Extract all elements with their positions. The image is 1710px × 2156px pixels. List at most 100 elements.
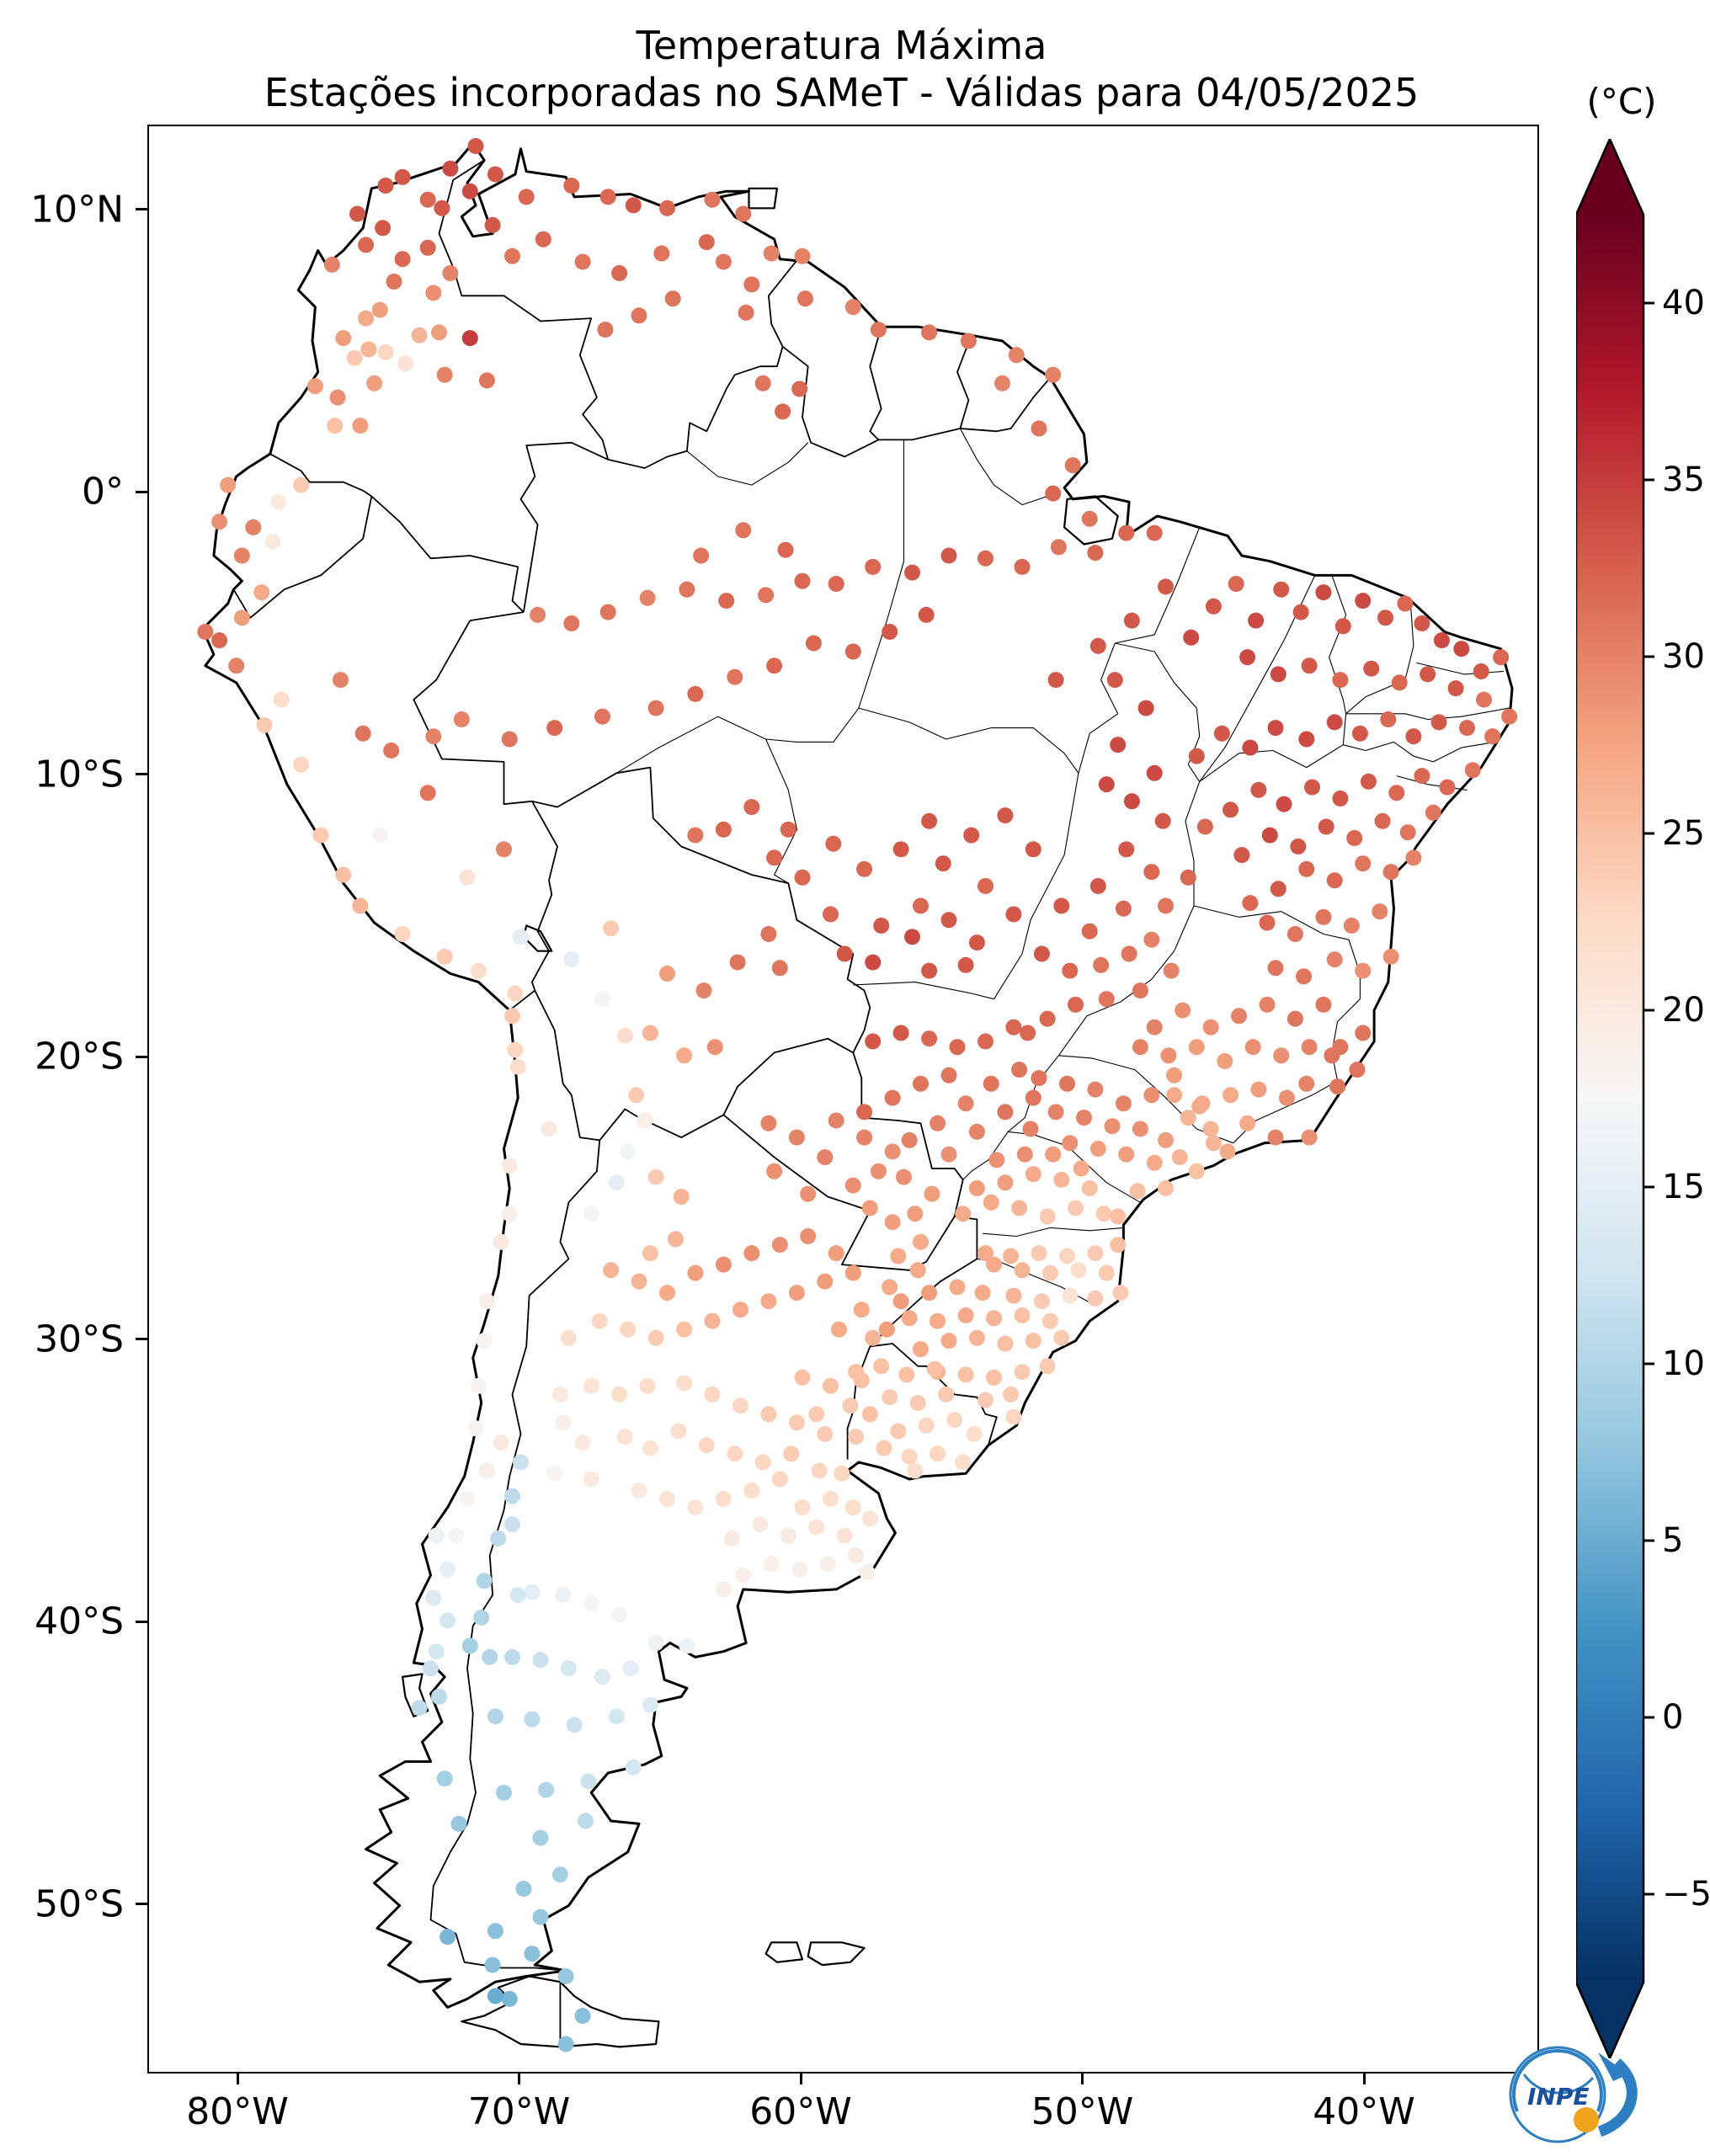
station-point	[1355, 855, 1372, 872]
station-point	[1123, 793, 1140, 810]
station-point	[1166, 1087, 1183, 1104]
station-point	[727, 668, 743, 685]
station-point	[763, 1556, 780, 1573]
station-point	[509, 1058, 526, 1075]
station-point	[676, 1047, 693, 1064]
inpe-logo: INPE	[1509, 2046, 1638, 2143]
colorbar-tick-label: 20	[1662, 991, 1705, 1030]
station-point	[293, 756, 310, 773]
station-point	[583, 1471, 599, 1488]
station-point	[524, 1711, 541, 1727]
station-point	[431, 324, 447, 341]
station-point	[870, 322, 887, 338]
station-point	[704, 1386, 721, 1403]
station-point	[616, 1027, 633, 1044]
station-point	[467, 138, 484, 154]
title-line-2: Estações incorporadas no SAMeT - Válidas…	[264, 70, 1420, 116]
station-point	[865, 954, 882, 971]
station-point	[907, 1206, 924, 1222]
station-point	[1016, 1146, 1033, 1163]
station-point	[574, 253, 591, 270]
station-point	[524, 1946, 541, 1962]
station-point	[844, 1264, 861, 1281]
station-point	[1059, 1075, 1075, 1092]
station-point	[383, 743, 400, 759]
station-point	[780, 1527, 796, 1544]
station-point	[957, 1095, 974, 1112]
colorbar-tick-label: 35	[1662, 460, 1705, 499]
station-point	[918, 1417, 935, 1434]
border-path	[519, 441, 609, 613]
station-point	[1011, 1200, 1028, 1216]
station-point	[957, 1307, 974, 1323]
colorbar	[1576, 139, 1654, 2058]
border-path	[1078, 642, 1119, 774]
station-point	[706, 1039, 723, 1056]
station-point	[1298, 860, 1315, 877]
station-point	[752, 1516, 769, 1533]
station-point	[327, 418, 344, 434]
station-point	[763, 245, 780, 262]
station-point	[647, 1635, 664, 1652]
station-point	[622, 1660, 639, 1677]
station-point	[704, 1312, 721, 1329]
station-point	[687, 1264, 704, 1281]
station-point	[743, 1245, 760, 1262]
station-point	[1087, 1081, 1104, 1098]
station-point	[532, 1829, 549, 1846]
station-point	[1286, 1010, 1303, 1027]
station-point	[518, 189, 535, 205]
station-point	[1110, 737, 1127, 753]
station-point	[1217, 1053, 1233, 1069]
station-point	[1089, 878, 1106, 894]
station-point	[1112, 1285, 1129, 1302]
station-point	[583, 1206, 599, 1222]
station-point	[515, 1881, 532, 1897]
station-point	[957, 1366, 974, 1383]
station-point	[439, 1612, 456, 1629]
border-path	[858, 707, 1079, 774]
x-tick-label: 60°W	[749, 2090, 852, 2133]
station-point	[535, 231, 551, 248]
station-point	[811, 1462, 828, 1479]
station-point	[1062, 1287, 1079, 1304]
station-point	[921, 962, 938, 979]
station-point	[1005, 1287, 1022, 1304]
station-point	[892, 841, 909, 858]
station-point	[735, 1567, 752, 1584]
figure-title: Temperatura Máxima Estações incorporadas…	[147, 22, 1536, 116]
station-point	[197, 624, 214, 640]
station-point	[844, 299, 861, 316]
colorbar-tick-label: 30	[1662, 637, 1705, 676]
station-point	[968, 934, 985, 951]
station-point	[1267, 720, 1284, 737]
station-point	[1033, 1293, 1050, 1310]
station-point	[901, 1448, 918, 1465]
station-point	[1329, 1078, 1346, 1095]
station-point	[723, 1530, 740, 1546]
station-point	[1267, 960, 1284, 977]
station-point	[461, 183, 478, 200]
station-point	[1008, 347, 1025, 364]
x-tick-mark	[518, 2073, 521, 2084]
station-point	[771, 1471, 788, 1488]
station-point	[882, 1389, 898, 1406]
station-point	[1239, 649, 1256, 666]
station-point	[1239, 1115, 1256, 1131]
station-point	[949, 1039, 966, 1056]
station-point	[1129, 1183, 1146, 1200]
station-point	[597, 322, 614, 338]
station-point	[1089, 1141, 1106, 1157]
station-point	[574, 2008, 591, 2024]
station-point	[760, 1115, 777, 1131]
station-point	[1484, 728, 1501, 745]
station-point	[1014, 1307, 1031, 1323]
station-point	[377, 178, 394, 194]
station-point	[594, 708, 610, 725]
station-point	[1301, 1039, 1318, 1056]
station-point	[1163, 962, 1180, 979]
station-point	[482, 1648, 498, 1665]
station-point	[913, 1341, 929, 1358]
station-point	[245, 519, 262, 535]
station-point	[1242, 739, 1259, 756]
